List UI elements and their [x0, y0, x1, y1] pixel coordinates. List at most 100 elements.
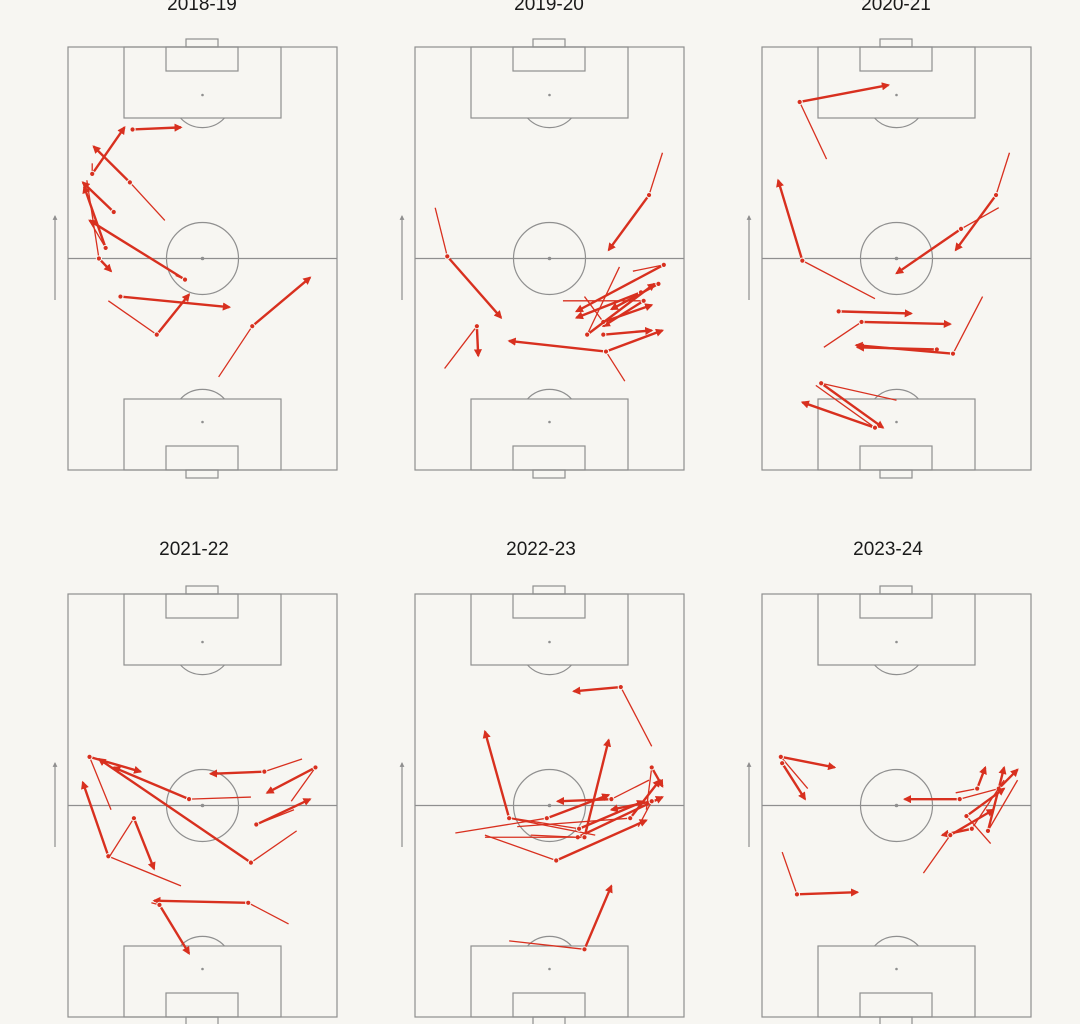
- pass-start-point: [253, 821, 260, 828]
- pass-start-point: [86, 753, 93, 760]
- penalty-arc-top: [180, 664, 225, 676]
- pass-start-point: [968, 825, 975, 832]
- pass: [86, 180, 113, 273]
- pass-start-point: [110, 208, 117, 216]
- pass: [482, 729, 596, 836]
- pass-carry-line: [509, 817, 596, 836]
- goal-bottom: [879, 469, 913, 479]
- pass-start-point: [974, 785, 981, 792]
- pass-start-point: [153, 331, 160, 338]
- pass-arrow: [965, 787, 1006, 818]
- pass-start-point: [600, 331, 607, 338]
- pass: [444, 323, 482, 369]
- goal-bottom: [185, 469, 219, 479]
- pass-carry-line: [107, 300, 158, 336]
- pass-arrow: [555, 819, 648, 862]
- pass: [574, 261, 667, 313]
- pass: [895, 207, 1000, 275]
- pass: [779, 760, 807, 801]
- pass-carry-line: [959, 787, 999, 800]
- goal-bottom: [532, 1016, 566, 1024]
- pass-start-point: [858, 318, 865, 326]
- pass-start-point: [949, 350, 957, 357]
- passes-layer: [81, 123, 312, 378]
- pass-start-point: [581, 946, 588, 953]
- pass: [81, 780, 182, 887]
- penalty-arc-top: [874, 117, 919, 129]
- pass-carry-line: [645, 767, 653, 810]
- goal-top: [532, 38, 566, 48]
- pass-carry-line: [802, 260, 876, 300]
- goal-top: [532, 585, 566, 595]
- penalty-area-bottom: [123, 945, 282, 1018]
- penalty-area-bottom: [470, 398, 629, 471]
- pass-carry-line: [444, 325, 478, 369]
- pass-arrow: [949, 808, 995, 837]
- penalty-arc-bottom: [874, 388, 919, 400]
- pass-carry-line: [922, 834, 951, 874]
- panel-2020-21: 2020-21: [746, 0, 1032, 479]
- pass: [607, 152, 664, 252]
- pass-start-point: [129, 126, 136, 133]
- penalty-area-bottom: [817, 398, 976, 471]
- centre-circle: [859, 768, 934, 843]
- pass-carry-line: [821, 382, 897, 401]
- pass-arrow: [954, 194, 997, 252]
- pass-start-point: [660, 261, 667, 268]
- pass: [265, 764, 319, 802]
- pass: [954, 152, 1011, 252]
- pass-start-point: [506, 815, 513, 822]
- pass-arrow: [607, 194, 650, 252]
- pass-arrow: [91, 126, 126, 175]
- pass: [218, 276, 312, 378]
- penalty-area-top: [817, 593, 976, 666]
- pass-carry-line: [434, 207, 448, 257]
- pass-arrow: [120, 295, 232, 311]
- panel-title: 2019-20: [514, 0, 584, 15]
- pass-arrow: [555, 796, 612, 806]
- passes-layer: [455, 683, 664, 953]
- panel-title: 2018-19: [167, 0, 237, 15]
- pitch: [746, 585, 1032, 1024]
- pass-arrow: [82, 185, 107, 249]
- pass: [823, 318, 952, 348]
- pass-arrow: [577, 795, 664, 839]
- passes-layer: [81, 753, 319, 955]
- centre-circle: [859, 221, 934, 296]
- pass-carry-line: [781, 851, 798, 895]
- pass-start-point: [261, 768, 268, 775]
- penalty-arc-bottom: [527, 935, 572, 947]
- pass-carry-line: [995, 152, 1011, 196]
- pass-arrow: [602, 303, 654, 324]
- passes-layer: [776, 82, 1011, 431]
- pass: [796, 82, 891, 160]
- penalty-spot-bottom: [895, 967, 898, 971]
- pass-start-point: [185, 796, 193, 803]
- panel-title: 2020-21: [861, 0, 931, 15]
- pass-arrow: [473, 326, 482, 358]
- pass-start-point: [777, 753, 784, 760]
- pass-start-point: [444, 253, 451, 260]
- panel-title: 2023-24: [853, 539, 923, 560]
- pass-start-point: [602, 348, 610, 355]
- pass-start-point: [799, 257, 806, 264]
- pass-arrow: [255, 798, 312, 826]
- pass: [584, 266, 656, 338]
- pass-start-point: [640, 297, 647, 304]
- pass-start-point: [655, 280, 662, 287]
- penalty-area-top: [470, 46, 629, 119]
- pass-start-point: [102, 244, 109, 252]
- centre-circle: [512, 768, 587, 843]
- pass: [507, 337, 626, 382]
- pass-start-point: [249, 323, 256, 330]
- pass: [92, 145, 166, 221]
- pass: [781, 851, 860, 898]
- pass-arrow: [112, 766, 190, 801]
- pass-carry-line: [583, 296, 604, 323]
- pass: [902, 787, 999, 804]
- pass: [107, 293, 191, 338]
- pass-arrow: [583, 884, 613, 950]
- goal-area-top: [859, 593, 933, 619]
- pass-start-point: [648, 798, 655, 805]
